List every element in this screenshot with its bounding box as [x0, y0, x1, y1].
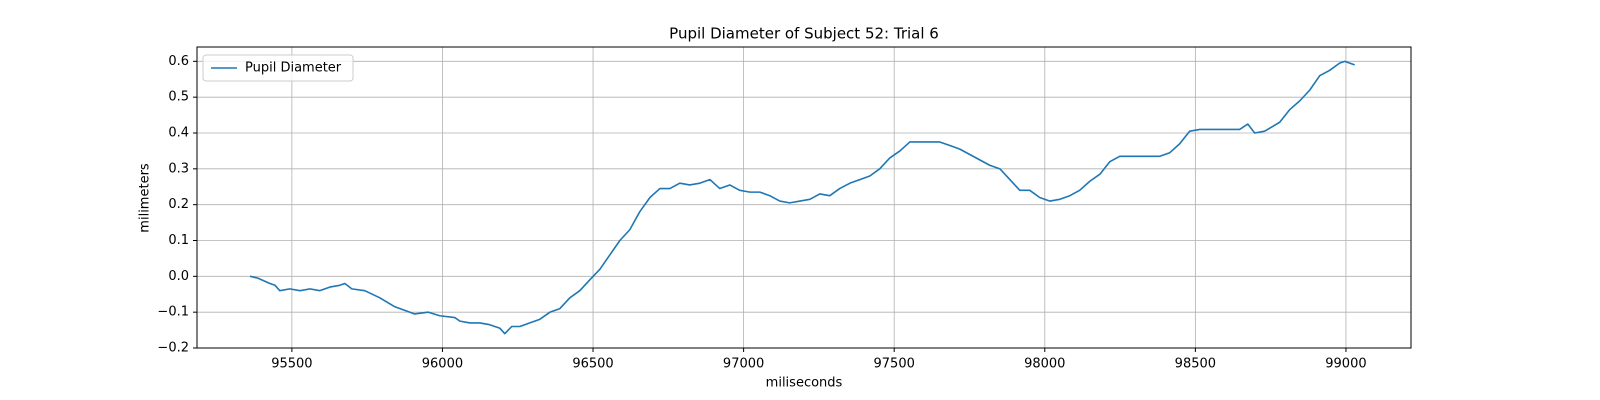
data-line [249, 60, 1355, 335]
x-axis-label: miliseconds [766, 376, 843, 391]
x-tick-label: 96000 [422, 357, 463, 372]
x-tick-label: 95500 [271, 357, 312, 372]
legend-label: Pupil Diameter [245, 61, 342, 76]
y-tick-label: 0.1 [168, 233, 189, 248]
y-tick-label: 0.2 [168, 197, 189, 212]
y-tick-label: 0.0 [168, 269, 189, 284]
y-tick-label: 0.5 [168, 90, 189, 105]
x-tick-label: 98500 [1175, 357, 1216, 372]
x-tick-label: 99000 [1325, 357, 1366, 372]
y-tick-label: −0.1 [157, 305, 189, 320]
x-tick-label: 98000 [1024, 357, 1065, 372]
x-tick-label: 97500 [874, 357, 915, 372]
plot-frame [196, 46, 1412, 349]
y-tick-label: −0.2 [157, 341, 189, 356]
x-tick-label: 97000 [723, 357, 764, 372]
legend-box [202, 54, 354, 82]
x-tick-label: 96500 [572, 357, 613, 372]
y-tick-label: 0.6 [168, 54, 189, 69]
y-tick-label: 0.3 [168, 161, 189, 176]
y-axis-label: milimeters [138, 163, 153, 233]
y-tick-label: 0.4 [168, 126, 189, 141]
chart-title: Pupil Diameter of Subject 52: Trial 6 [669, 25, 939, 43]
